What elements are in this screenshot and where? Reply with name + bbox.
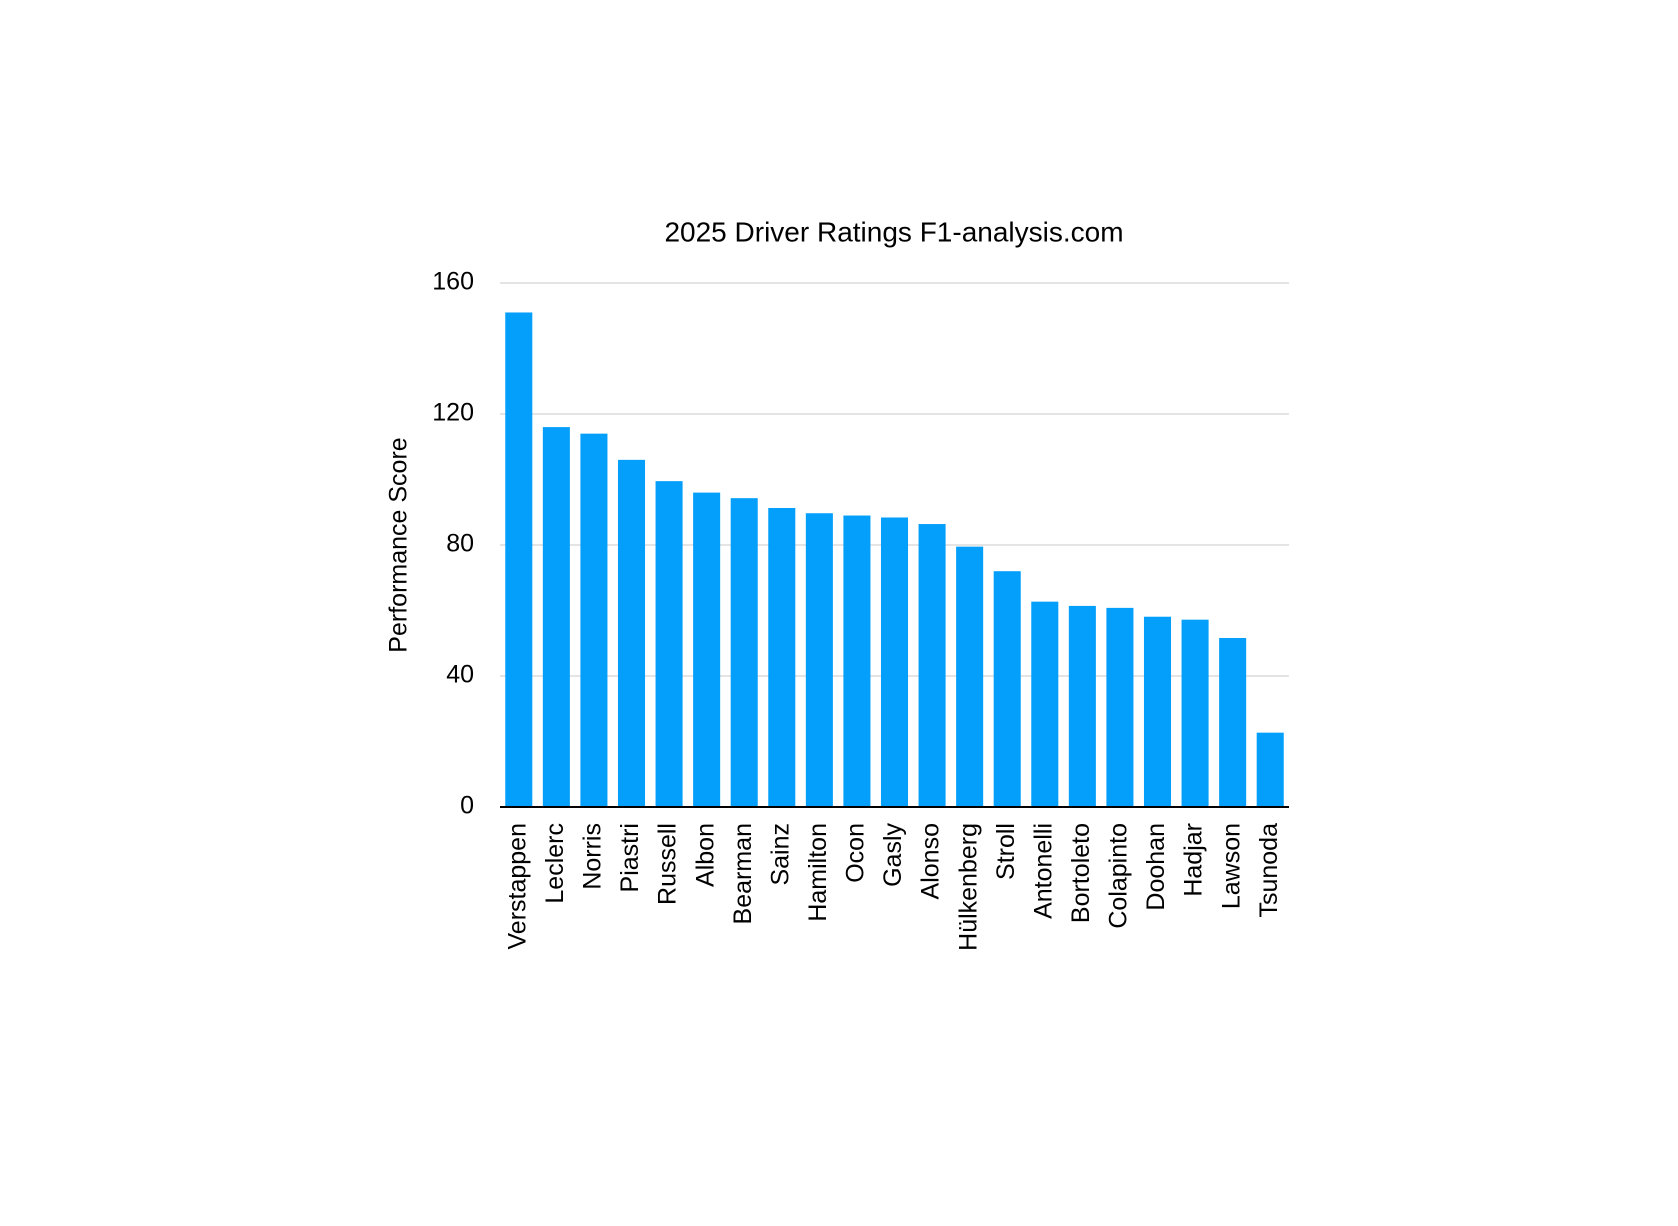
x-tick-label: Antonelli: [1029, 823, 1057, 919]
bar: [1181, 619, 1209, 807]
x-tick-label: Hadjar: [1180, 823, 1208, 897]
y-tick-label: 40: [446, 661, 474, 689]
x-tick-label: Lawson: [1217, 823, 1245, 909]
bar: [1219, 638, 1247, 807]
bar: [1256, 732, 1284, 807]
x-tick-label: Russell: [654, 823, 682, 905]
x-tick-label: Albon: [691, 823, 719, 887]
bar: [542, 427, 570, 807]
bar: [1068, 605, 1096, 807]
x-tick-label: Hülkenberg: [954, 823, 982, 951]
bar: [768, 507, 796, 807]
bar: [580, 433, 608, 807]
x-tick-label: Bearman: [729, 823, 757, 924]
y-tick-label: 80: [446, 530, 474, 558]
bar: [730, 498, 758, 807]
x-tick-label: Verstappen: [503, 823, 531, 950]
x-tick-label: Hamilton: [804, 823, 832, 922]
x-tick-label: Ocon: [842, 823, 870, 883]
bar: [1143, 616, 1172, 807]
x-tick-label: Sainz: [766, 823, 794, 886]
bar: [918, 524, 946, 807]
x-tick-label: Doohan: [1142, 823, 1170, 911]
bar: [956, 546, 984, 807]
x-tick-label: Colapinto: [1105, 823, 1133, 929]
y-axis-label: Performance Score: [385, 437, 413, 652]
bar: [880, 517, 909, 807]
bar: [993, 571, 1021, 807]
y-tick-label: 160: [432, 268, 474, 296]
y-tick-label: 120: [432, 399, 474, 427]
x-tick-label: Stroll: [992, 823, 1020, 880]
chart-title: 2025 Driver Ratings F1-analysis.com: [664, 216, 1123, 247]
bar: [617, 459, 646, 807]
bar: [505, 312, 533, 807]
bar: [655, 481, 683, 807]
y-tick-label: 0: [460, 792, 474, 820]
x-tick-label: Norris: [579, 823, 607, 890]
bar: [843, 515, 871, 807]
bar: [805, 513, 833, 807]
bar: [1106, 607, 1134, 807]
x-tick-label: Leclerc: [541, 823, 569, 904]
x-tick-label: Bortoleto: [1067, 823, 1095, 923]
x-tick-label: Piastri: [616, 823, 644, 892]
x-tick-label: Alonso: [917, 823, 945, 899]
x-tick-label: Tsunoda: [1255, 823, 1283, 918]
bar: [693, 492, 721, 807]
x-tick-label: Gasly: [879, 823, 907, 887]
bar: [1031, 601, 1059, 807]
